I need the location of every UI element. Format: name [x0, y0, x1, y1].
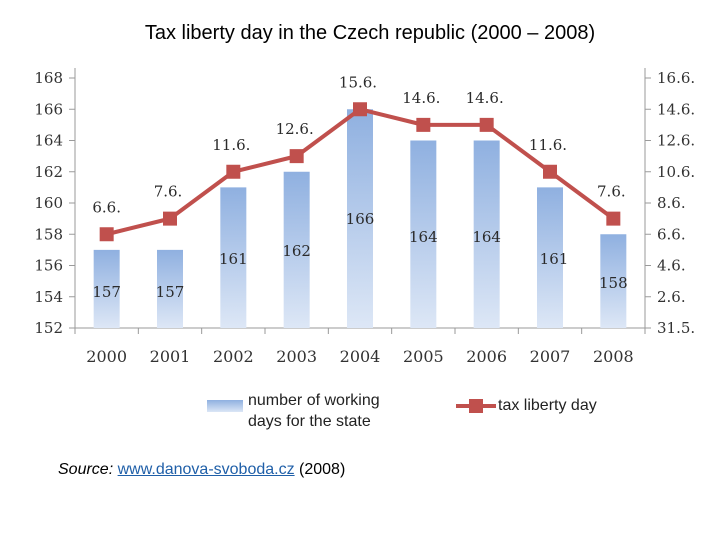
right-tick-label: 4.6.	[657, 257, 686, 275]
legend-line-swatch	[456, 399, 496, 413]
line-value-label: 7.6.	[597, 183, 626, 201]
right-tick-label: 31.5.	[657, 319, 695, 337]
line-point	[226, 164, 241, 179]
source-label: Source:	[58, 461, 114, 478]
bar-value-label: 164	[472, 228, 501, 246]
right-tick-label: 2.6.	[657, 288, 686, 306]
line-value-label: 15.6.	[339, 73, 377, 91]
x-tick-label: 2006	[466, 347, 507, 366]
line-value-label: 7.6.	[154, 183, 183, 201]
line-value-label: 14.6.	[402, 89, 440, 107]
line-layer	[99, 102, 621, 242]
legend-bar-swatch	[207, 400, 243, 412]
left-tick-label: 156	[34, 257, 63, 275]
left-tick-label: 168	[34, 69, 63, 87]
left-tick-label: 160	[34, 194, 63, 212]
line-point	[163, 211, 177, 226]
source-year: (2008)	[299, 461, 346, 478]
right-tick-label: 14.6.	[657, 100, 695, 118]
line-point	[289, 149, 304, 164]
bar	[600, 234, 627, 328]
bar-value-label: 161	[219, 250, 248, 268]
bar-value-label: 157	[92, 283, 121, 301]
line-value-label: 11.6.	[529, 136, 567, 154]
source-note: Source: www.danova-svoboda.cz (2008)	[58, 461, 345, 479]
bar-value-label: 161	[540, 250, 569, 268]
x-tick-label: 2003	[276, 347, 317, 366]
legend-line-label: tax liberty day	[498, 397, 597, 414]
line-value-label: 12.6.	[276, 120, 314, 138]
right-tick-label: 6.6.	[657, 225, 686, 243]
left-tick-label: 162	[34, 163, 63, 181]
bar-value-label: 164	[409, 228, 438, 246]
x-tick-label: 2008	[593, 347, 634, 366]
line-point	[543, 164, 557, 179]
x-tick-label: 2000	[86, 347, 127, 366]
bar	[410, 140, 437, 328]
x-tick-label: 2007	[530, 347, 571, 366]
bar-value-label: 162	[282, 242, 311, 260]
line-point	[353, 102, 367, 117]
x-tick-label: 2002	[213, 347, 254, 366]
line-value-label: 14.6.	[466, 89, 504, 107]
bar	[473, 140, 500, 328]
source-link[interactable]: www.danova-svoboda.cz	[117, 461, 295, 478]
x-tick-label: 2004	[340, 347, 381, 366]
bar	[537, 187, 563, 328]
bar	[220, 187, 247, 328]
left-tick-label: 152	[34, 319, 63, 337]
bar-value-label: 166	[346, 210, 375, 228]
labels-layer: 157 157 161 162 166 164 164 161 158 6.6. 7.6. 11.6.…	[92, 73, 627, 301]
chart-title: Tax liberty day in the Czech republic (2…	[144, 22, 596, 44]
left-tick-label: 154	[34, 288, 63, 306]
line-point	[606, 211, 621, 226]
left-tick-label: 158	[34, 225, 63, 243]
bar	[157, 249, 183, 328]
axes-layer: 152 154 156 158 160 162 164 166 168 31.5. 2.6. 4.6.…	[34, 68, 695, 366]
line-value-label: 11.6.	[212, 136, 250, 154]
right-tick-label: 16.6.	[657, 69, 695, 87]
right-tick-label: 8.6.	[657, 194, 686, 212]
x-tick-label: 2001	[150, 347, 191, 366]
right-tick-label: 12.6.	[657, 132, 695, 150]
bar	[347, 109, 373, 328]
line-point	[479, 117, 494, 132]
left-tick-label: 164	[34, 132, 63, 150]
bar	[283, 171, 310, 328]
bar-value-label: 158	[599, 274, 628, 292]
bar	[93, 249, 120, 328]
left-tick-label: 166	[34, 100, 63, 118]
line-value-label: 6.6.	[92, 198, 121, 216]
x-tick-label: 2005	[403, 347, 444, 366]
right-tick-label: 10.6.	[657, 163, 695, 181]
bars-layer	[93, 109, 627, 328]
line-point	[99, 227, 114, 242]
bar-value-label: 157	[156, 283, 185, 301]
legend-bar-label: number of working days for the state	[248, 392, 380, 430]
line-point	[416, 117, 431, 132]
